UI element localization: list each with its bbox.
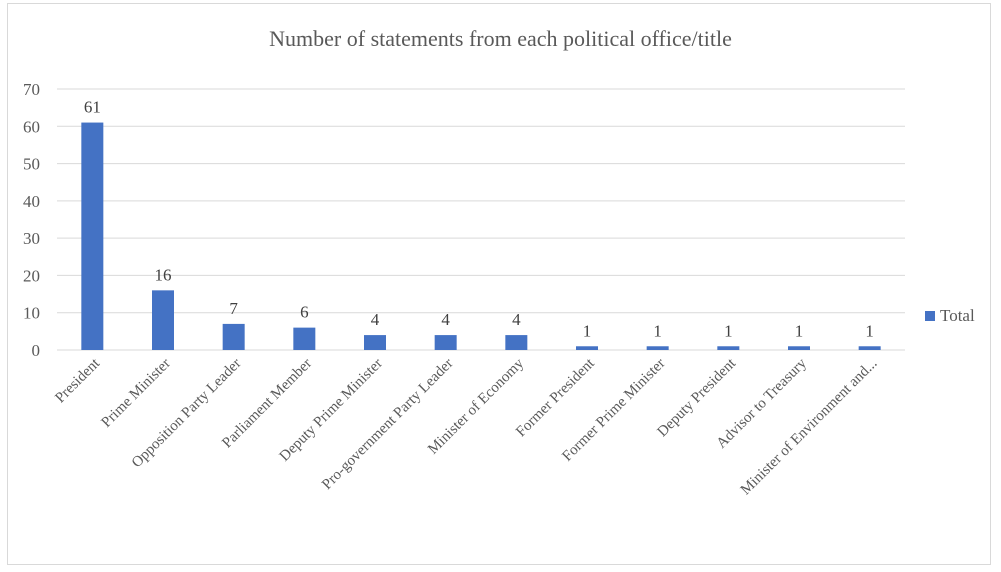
data-label: 7: [229, 299, 238, 318]
bar: [858, 346, 881, 350]
data-label: 61: [84, 98, 101, 117]
bar: [293, 327, 316, 350]
y-tick-label: 30: [23, 229, 40, 248]
y-tick-label: 20: [23, 266, 40, 285]
category-label: Pro-government Party Leader: [319, 356, 456, 493]
y-tick-label: 70: [23, 80, 40, 99]
bar: [646, 346, 669, 350]
category-label: Prime Minister: [99, 356, 174, 431]
y-axis-ticks: 0 10 20 30 40 50 60 70: [23, 80, 40, 360]
gridlines: [57, 88, 905, 351]
bar: [81, 122, 104, 350]
bar: [576, 346, 598, 350]
data-labels: 61 16 7 6 4 4 4 1 1 1 1 1: [84, 98, 874, 341]
data-label: 4: [371, 310, 380, 329]
data-label: 4: [512, 310, 521, 329]
legend-label: Total: [940, 306, 975, 325]
legend: Total: [925, 306, 975, 326]
bar: [222, 323, 245, 350]
data-label: 1: [865, 321, 874, 340]
chart-frame: [7, 3, 991, 565]
category-label: Minister of Environment and...: [738, 356, 881, 499]
y-tick-label: 50: [23, 155, 40, 174]
bar: [434, 335, 457, 350]
y-tick-label: 60: [23, 117, 40, 136]
bar: [152, 290, 174, 350]
legend-swatch: [925, 311, 935, 321]
y-tick-label: 10: [23, 304, 40, 323]
chart-title: Number of statements from each political…: [269, 26, 732, 51]
y-tick-label: 0: [32, 341, 41, 360]
bar: [717, 346, 740, 350]
data-label: 6: [300, 303, 309, 322]
data-label: 1: [795, 321, 804, 340]
data-label: 1: [653, 321, 662, 340]
bar: [788, 346, 810, 350]
data-label: 1: [583, 321, 592, 340]
data-label: 1: [724, 321, 733, 340]
bar: [364, 335, 386, 350]
bar: [505, 335, 528, 350]
bars: [81, 122, 881, 350]
data-label: 16: [155, 265, 172, 284]
category-label: President: [52, 355, 103, 406]
data-label: 4: [441, 310, 450, 329]
y-tick-label: 40: [23, 192, 40, 211]
